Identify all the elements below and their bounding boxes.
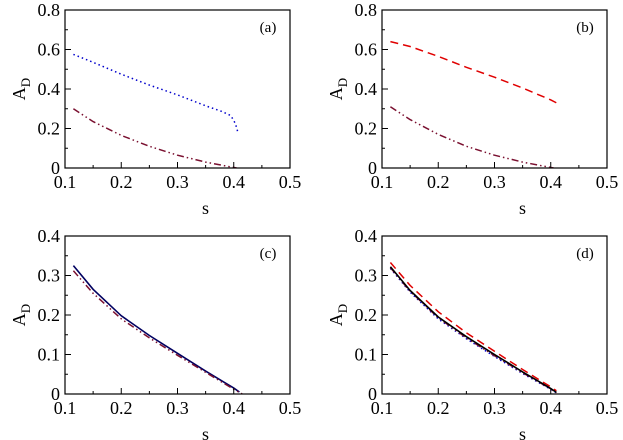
x-axis-label: s	[519, 424, 526, 440]
y-axis-label-main: A	[326, 313, 346, 326]
y-tick-label: 0.3	[355, 266, 378, 286]
y-tick-label: 0.8	[38, 0, 61, 20]
y-tick-label: 0	[51, 158, 60, 178]
x-tick-label: 0.3	[166, 172, 189, 192]
y-tick-label: 0	[51, 384, 60, 404]
y-axis-label-main: A	[9, 87, 29, 100]
y-axis-label-main: A	[326, 87, 346, 100]
y-tick-label: 0.2	[38, 305, 61, 325]
x-tick-label: 0.3	[483, 172, 506, 192]
y-tick-label: 0.6	[355, 40, 378, 60]
y-axis-label: AD	[9, 78, 33, 100]
panel-label: (d)	[576, 246, 594, 262]
x-tick-label: 0.2	[427, 398, 450, 418]
chart-panel-2: 0.1 0.2 0.3 0.4 0.5 0 0.2 0.4 0.6 0.8 s AD (b)	[326, 0, 618, 218]
x-tick-label: 0.1	[54, 172, 77, 192]
x-axis-label: s	[202, 198, 209, 218]
x-tick-label: 0.3	[166, 398, 189, 418]
y-tick-label: 0.2	[355, 119, 378, 139]
x-tick-label: 0.4	[540, 398, 563, 418]
y-axis-label-sub: D	[335, 304, 350, 313]
series-line-solid-navy	[72, 265, 240, 393]
x-tick-label: 0.1	[371, 172, 394, 192]
y-tick-label: 0.1	[38, 345, 61, 365]
series-line-dash-dot-maroon	[389, 106, 554, 168]
x-tick-label: 0.1	[54, 398, 77, 418]
y-axis-label: AD	[326, 78, 350, 100]
series-line-dashed-red	[389, 262, 557, 392]
y-tick-label: 0.4	[38, 79, 61, 99]
y-tick-label: 0.4	[355, 79, 378, 99]
x-tick-label: 0.2	[110, 398, 133, 418]
series-line-dotted-blue	[389, 267, 557, 394]
chart-panel-1: 0.1 0.2 0.3 0.4 0.5 0 0.2 0.4 0.6 0.8 s AD (a)	[9, 0, 301, 218]
plot-frame	[64, 235, 291, 395]
y-axis-label-main: A	[9, 313, 29, 326]
x-tick-label: 0.5	[279, 172, 302, 192]
series-line-dash-dot-maroon	[72, 108, 237, 168]
x-tick-label: 0.5	[596, 398, 619, 418]
panel-label: (a)	[260, 20, 277, 36]
panel-label: (b)	[576, 20, 594, 36]
x-tick-label: 0.3	[483, 398, 506, 418]
x-tick-label: 0.1	[371, 398, 394, 418]
panel-label: (c)	[260, 246, 277, 262]
y-axis-label-sub: D	[18, 78, 33, 87]
y-tick-label: 0	[368, 158, 377, 178]
y-tick-label: 0.4	[355, 226, 378, 246]
x-tick-label: 0.4	[223, 172, 246, 192]
x-tick-label: 0.2	[110, 172, 133, 192]
x-tick-label: 0.2	[427, 172, 450, 192]
x-tick-label: 0.5	[596, 172, 619, 192]
y-tick-label: 0.1	[355, 345, 378, 365]
series-line-dash-dot-maroon	[389, 267, 557, 394]
plot-frame	[381, 235, 608, 395]
y-tick-label: 0.6	[38, 40, 61, 60]
y-tick-label: 0	[368, 384, 377, 404]
x-tick-label: 0.4	[540, 172, 563, 192]
y-tick-label: 0.8	[355, 0, 378, 20]
x-axis-label: s	[202, 424, 209, 440]
series-line-dash-dot-maroon	[72, 270, 243, 394]
y-axis-label-sub: D	[18, 304, 33, 313]
x-tick-label: 0.4	[223, 398, 246, 418]
x-tick-label: 0.5	[279, 398, 302, 418]
plot-frame	[64, 9, 291, 169]
y-tick-label: 0.2	[38, 119, 61, 139]
series-line-solid-black	[389, 266, 557, 394]
y-tick-label: 0.4	[38, 226, 61, 246]
y-axis-label-sub: D	[335, 78, 350, 87]
series-line-dashed-red	[390, 40, 557, 104]
series-line-dotted-blue	[73, 53, 239, 134]
x-axis-label: s	[519, 198, 526, 218]
plot-frame	[381, 9, 608, 169]
y-axis-label: AD	[9, 304, 33, 326]
y-axis-label: AD	[326, 304, 350, 326]
y-tick-label: 0.3	[38, 266, 61, 286]
y-tick-label: 0.2	[355, 305, 378, 325]
